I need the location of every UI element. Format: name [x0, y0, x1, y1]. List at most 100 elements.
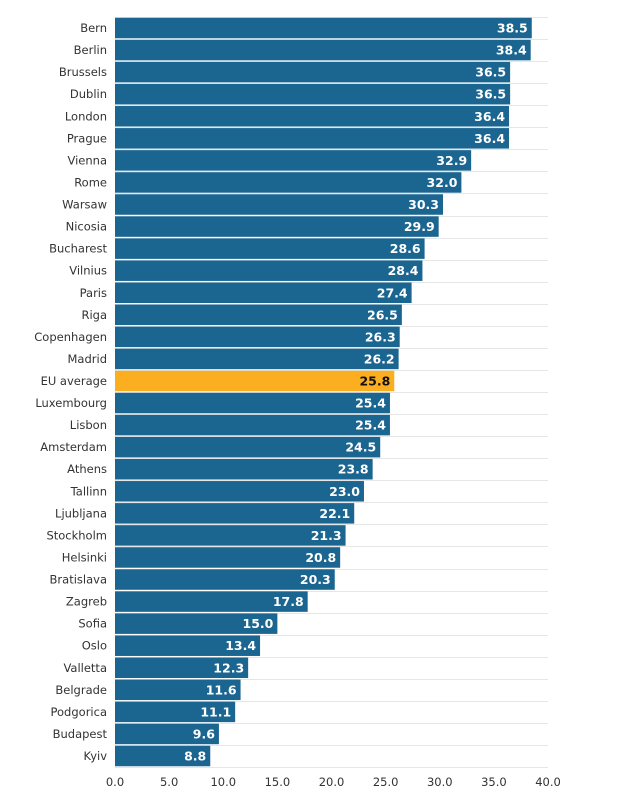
value-label: 32.9	[436, 153, 467, 168]
bar	[115, 106, 510, 127]
category-label: Copenhagen	[34, 330, 107, 344]
bar	[115, 150, 472, 171]
value-label: 23.8	[338, 462, 369, 477]
x-tick-label: 40.0	[535, 775, 561, 789]
value-label: 38.4	[496, 43, 527, 58]
category-label: Belgrade	[55, 683, 107, 697]
value-label: 20.8	[305, 550, 336, 565]
value-label: 36.5	[475, 65, 506, 80]
value-label: 20.3	[300, 572, 331, 587]
value-label: 36.4	[474, 131, 505, 146]
value-label: 25.4	[355, 396, 386, 411]
bar	[115, 128, 510, 149]
value-labels: 38.5 38.4 36.5 36.5 36.4 36.4 32.9 32.0 30.3 29.9…	[184, 21, 528, 764]
category-label: Bucharest	[49, 242, 107, 256]
category-label: London	[65, 109, 107, 123]
bar	[115, 282, 412, 303]
category-label: Valletta	[63, 661, 107, 675]
bar	[115, 481, 364, 502]
bar	[115, 238, 425, 259]
value-label: 26.2	[364, 351, 395, 366]
category-label: Brussels	[59, 65, 107, 79]
category-label: Kyiv	[83, 749, 107, 763]
category-label: Tallinn	[70, 484, 107, 498]
category-label: Athens	[67, 462, 107, 476]
value-label: 36.4	[474, 109, 505, 124]
x-tick-label: 15.0	[265, 775, 291, 789]
bar	[115, 216, 439, 237]
value-label: 30.3	[408, 197, 439, 212]
value-label: 36.5	[475, 87, 506, 102]
bar	[115, 414, 390, 436]
category-label: Riga	[81, 308, 107, 322]
category-label: Podgorica	[51, 705, 108, 719]
bar	[115, 436, 381, 458]
bar	[115, 613, 278, 634]
bar	[115, 525, 346, 546]
category-label: Sofia	[78, 617, 107, 631]
bar	[115, 547, 341, 568]
category-label: Vienna	[67, 153, 107, 167]
value-label: 11.1	[200, 704, 231, 719]
category-label: EU average	[41, 374, 107, 388]
value-label: 11.6	[206, 682, 237, 697]
category-label: Dublin	[70, 87, 107, 101]
value-label: 17.8	[273, 594, 304, 609]
bar	[115, 260, 423, 281]
x-tick-label: 5.0	[160, 775, 178, 789]
category-label: Budapest	[53, 727, 108, 741]
bar	[115, 503, 355, 524]
value-label: 24.5	[345, 440, 376, 455]
x-tick-label: 35.0	[481, 775, 507, 789]
bar	[115, 17, 532, 39]
value-label: 8.8	[184, 749, 206, 764]
category-label: Luxembourg	[35, 396, 107, 410]
bar	[115, 701, 236, 723]
bar	[115, 392, 390, 414]
category-label: Nicosia	[66, 220, 107, 234]
value-label: 13.4	[225, 638, 256, 653]
bar	[115, 657, 249, 679]
category-label: Bratislava	[50, 573, 107, 587]
bar	[115, 194, 443, 215]
category-label: Ljubljana	[55, 506, 107, 520]
value-label: 28.4	[388, 263, 419, 278]
value-label: 27.4	[377, 285, 408, 300]
bar	[115, 635, 261, 656]
bar	[115, 348, 399, 370]
bar	[115, 83, 511, 105]
bar	[115, 326, 400, 348]
bar	[115, 39, 531, 61]
category-label: Zagreb	[66, 595, 107, 609]
value-label: 38.5	[497, 21, 528, 36]
category-label: Vilnius	[69, 264, 107, 278]
x-tick-label: 30.0	[427, 775, 453, 789]
bar	[115, 304, 402, 326]
category-labels: Bern Berlin Brussels Dublin London Prague Vien…	[34, 21, 107, 763]
bar	[115, 458, 373, 480]
value-label: 26.5	[367, 307, 398, 322]
bar	[115, 569, 335, 590]
bar	[115, 679, 241, 701]
category-label: Rome	[74, 175, 107, 189]
category-label: Lisbon	[70, 418, 107, 432]
value-label: 29.9	[404, 219, 435, 234]
value-label: 25.4	[355, 418, 386, 433]
value-label: 28.6	[390, 241, 421, 256]
value-label: 9.6	[193, 726, 215, 741]
bars	[115, 17, 532, 767]
category-label: Helsinki	[62, 550, 107, 564]
category-label: Warsaw	[62, 198, 107, 212]
bar	[115, 61, 511, 83]
category-label: Oslo	[82, 639, 107, 653]
bar	[115, 723, 219, 745]
bar-eu-average	[115, 370, 395, 392]
value-label: 12.3	[213, 660, 244, 675]
value-label: 26.3	[365, 329, 396, 344]
category-label: Amsterdam	[40, 440, 107, 454]
x-tick-label: 20.0	[319, 775, 345, 789]
x-tick-label: 0.0	[106, 775, 124, 789]
category-label: Madrid	[68, 352, 108, 366]
value-label: 32.0	[427, 175, 458, 190]
category-label: Prague	[67, 131, 107, 145]
